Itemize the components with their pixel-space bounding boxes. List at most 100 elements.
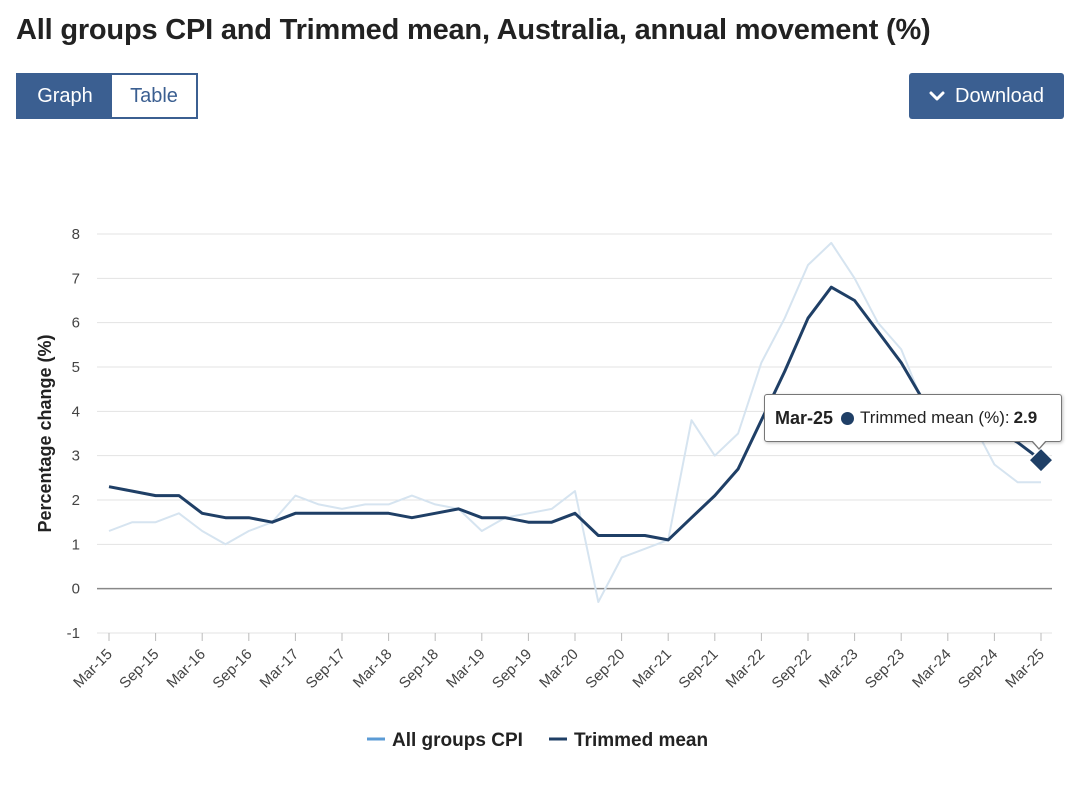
data-point[interactable]: [431, 509, 439, 517]
data-point[interactable]: [897, 359, 905, 367]
data-point[interactable]: [594, 598, 602, 606]
data-point[interactable]: [851, 297, 859, 305]
data-point[interactable]: [734, 430, 742, 438]
y-tick-label: 1: [72, 536, 80, 553]
data-point[interactable]: [152, 492, 160, 500]
data-point[interactable]: [1037, 478, 1045, 486]
data-point[interactable]: [385, 500, 393, 508]
data-point[interactable]: [781, 314, 789, 322]
legend-item-label[interactable]: All groups CPI: [392, 730, 523, 751]
legend-item-label[interactable]: Trimmed mean: [574, 730, 708, 751]
tooltip-series-label: Trimmed mean (%):: [860, 408, 1010, 427]
data-point[interactable]: [245, 527, 253, 535]
data-point[interactable]: [455, 505, 463, 513]
data-point[interactable]: [315, 500, 323, 508]
x-tick-label: Sep-16: [209, 646, 255, 692]
data-point[interactable]: [827, 283, 835, 291]
data-point[interactable]: [408, 514, 416, 522]
data-point[interactable]: [361, 500, 369, 508]
data-point[interactable]: [688, 416, 696, 424]
page-title: All groups CPI and Trimmed mean, Austral…: [16, 14, 931, 46]
highlighted-point[interactable]: [1027, 447, 1055, 474]
x-tick-label: Sep-18: [396, 646, 442, 692]
series-line-trimmed-mean: [108, 285, 1042, 542]
x-tick-label: Sep-23: [862, 646, 908, 692]
y-axis-title: Percentage change (%): [35, 334, 55, 532]
data-point[interactable]: [688, 514, 696, 522]
y-tick-label: 6: [72, 315, 80, 332]
data-point[interactable]: [291, 509, 299, 517]
data-point[interactable]: [571, 487, 579, 495]
x-tick-label: Mar-18: [350, 646, 396, 692]
data-point[interactable]: [291, 492, 299, 500]
table-tab-button[interactable]: Table: [112, 75, 196, 117]
y-tick-label: 4: [72, 403, 80, 420]
series-line-all-groups-cpi: [108, 241, 1041, 603]
data-point[interactable]: [897, 345, 905, 353]
y-tick-label: -1: [67, 625, 80, 642]
data-point[interactable]: [524, 518, 532, 526]
data-point[interactable]: [128, 487, 136, 495]
y-tick-label: 7: [72, 270, 80, 287]
x-tick-label: Mar-25: [1002, 646, 1048, 692]
data-point[interactable]: [734, 465, 742, 473]
data-tooltip: Mar-25 Trimmed mean (%): 2.9: [764, 394, 1062, 442]
data-point[interactable]: [431, 500, 439, 508]
data-point[interactable]: [268, 518, 276, 526]
data-point[interactable]: [664, 536, 672, 544]
data-point[interactable]: [338, 509, 346, 517]
data-point[interactable]: [245, 514, 253, 522]
data-point[interactable]: [1014, 478, 1022, 486]
data-point[interactable]: [408, 492, 416, 500]
data-point[interactable]: [501, 514, 509, 522]
data-point[interactable]: [594, 531, 602, 539]
data-point[interactable]: [222, 540, 230, 548]
data-point[interactable]: [548, 518, 556, 526]
data-point[interactable]: [548, 505, 556, 513]
data-point[interactable]: [198, 527, 206, 535]
data-point[interactable]: [827, 239, 835, 247]
download-button[interactable]: Download: [909, 73, 1064, 119]
x-tick-label: Sep-19: [489, 646, 535, 692]
tooltip-series-dot: [841, 411, 855, 425]
data-point[interactable]: [175, 492, 183, 500]
data-point[interactable]: [804, 261, 812, 269]
data-point[interactable]: [757, 359, 765, 367]
data-point[interactable]: [804, 314, 812, 322]
data-point[interactable]: [711, 452, 719, 460]
data-point[interactable]: [105, 483, 113, 491]
data-point[interactable]: [524, 509, 532, 517]
x-tick-label: Sep-21: [675, 646, 721, 692]
data-point[interactable]: [711, 492, 719, 500]
data-point[interactable]: [781, 367, 789, 375]
data-point[interactable]: [641, 531, 649, 539]
data-point[interactable]: [315, 509, 323, 517]
data-point[interactable]: [478, 527, 486, 535]
y-tick-label: 3: [72, 448, 80, 465]
graph-tab-button[interactable]: Graph: [18, 75, 112, 117]
x-tick-label: Mar-24: [909, 646, 955, 692]
data-point[interactable]: [361, 509, 369, 517]
x-tick-label: Mar-19: [443, 646, 489, 692]
y-tick-label: 8: [72, 226, 80, 243]
y-tick-label: 5: [72, 359, 80, 376]
data-point[interactable]: [874, 328, 882, 336]
view-toggle: Graph Table: [16, 73, 198, 119]
data-point[interactable]: [222, 514, 230, 522]
data-point[interactable]: [571, 509, 579, 517]
data-point[interactable]: [618, 531, 626, 539]
series-lines: [105, 239, 1055, 606]
data-point[interactable]: [385, 509, 393, 517]
data-point[interactable]: [641, 545, 649, 553]
data-point[interactable]: [618, 554, 626, 562]
chevron-down-icon: [929, 91, 945, 101]
data-point[interactable]: [478, 514, 486, 522]
x-tick-label: Sep-22: [769, 646, 815, 692]
data-point[interactable]: [198, 509, 206, 517]
data-point[interactable]: [128, 518, 136, 526]
data-point[interactable]: [990, 461, 998, 469]
data-point[interactable]: [105, 527, 113, 535]
data-point[interactable]: [851, 274, 859, 282]
data-point[interactable]: [175, 509, 183, 517]
data-point[interactable]: [152, 518, 160, 526]
